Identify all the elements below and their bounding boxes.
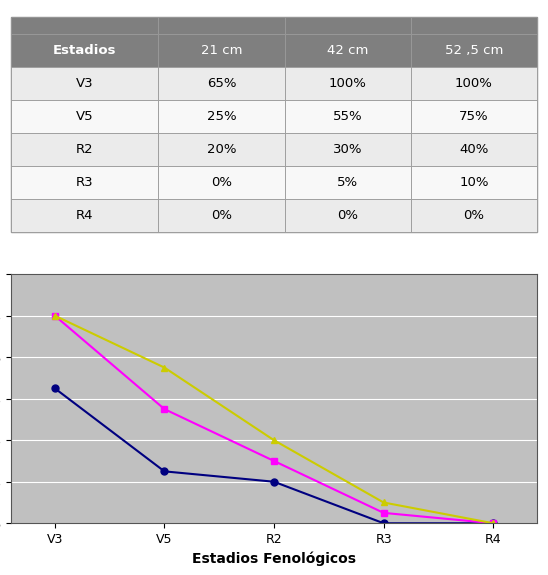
- Bar: [411, 100, 537, 133]
- Bar: [284, 166, 411, 200]
- Bar: [158, 17, 284, 34]
- Line: 42 cm: 42 cm: [52, 312, 496, 527]
- 21 cm: [490, 520, 496, 527]
- Text: V3: V3: [76, 77, 93, 90]
- Text: 0%: 0%: [211, 209, 232, 223]
- 21 cm: [161, 468, 168, 475]
- 21 cm: [271, 478, 277, 485]
- Bar: [284, 34, 411, 67]
- Bar: [411, 17, 537, 34]
- 52,5 cm: [490, 520, 496, 527]
- Text: 0%: 0%: [211, 176, 232, 189]
- Line: 52,5 cm: 52,5 cm: [52, 312, 496, 527]
- Bar: [11, 133, 158, 166]
- Text: 0%: 0%: [464, 209, 484, 223]
- Text: 30%: 30%: [333, 143, 362, 156]
- Bar: [11, 67, 158, 100]
- Bar: [284, 200, 411, 232]
- Bar: [158, 133, 284, 166]
- 42 cm: [52, 312, 58, 319]
- Bar: [158, 200, 284, 232]
- 21 cm: [380, 520, 387, 527]
- Text: 20%: 20%: [207, 143, 236, 156]
- Text: R4: R4: [76, 209, 93, 223]
- Bar: [158, 34, 284, 67]
- 21 cm: [52, 385, 58, 392]
- 52,5 cm: [161, 364, 168, 371]
- 42 cm: [380, 509, 387, 516]
- Bar: [11, 166, 158, 200]
- Text: 21 cm: 21 cm: [201, 44, 242, 57]
- Text: 42 cm: 42 cm: [327, 44, 368, 57]
- Text: 40%: 40%: [459, 143, 489, 156]
- Bar: [11, 100, 158, 133]
- Bar: [411, 166, 537, 200]
- Text: 5%: 5%: [337, 176, 358, 189]
- Bar: [411, 34, 537, 67]
- Bar: [11, 17, 158, 34]
- Text: Estadios: Estadios: [53, 44, 116, 57]
- Text: 75%: 75%: [459, 110, 489, 123]
- X-axis label: Estadios Fenológicos: Estadios Fenológicos: [192, 551, 356, 566]
- Bar: [11, 34, 158, 67]
- Bar: [158, 100, 284, 133]
- Text: V5: V5: [76, 110, 93, 123]
- 52,5 cm: [380, 499, 387, 506]
- Bar: [158, 166, 284, 200]
- 52,5 cm: [271, 437, 277, 444]
- Text: 0%: 0%: [337, 209, 358, 223]
- Text: R3: R3: [76, 176, 93, 189]
- Bar: [284, 133, 411, 166]
- Text: 10%: 10%: [459, 176, 489, 189]
- Bar: [284, 67, 411, 100]
- Bar: [411, 133, 537, 166]
- Bar: [411, 200, 537, 232]
- Line: 21 cm: 21 cm: [52, 385, 496, 527]
- 52,5 cm: [52, 312, 58, 319]
- Text: 25%: 25%: [207, 110, 236, 123]
- Text: 100%: 100%: [329, 77, 367, 90]
- 42 cm: [490, 520, 496, 527]
- Text: 52 ,5 cm: 52 ,5 cm: [445, 44, 503, 57]
- Text: 55%: 55%: [333, 110, 362, 123]
- Bar: [284, 17, 411, 34]
- Bar: [158, 67, 284, 100]
- Bar: [11, 200, 158, 232]
- Bar: [284, 100, 411, 133]
- 42 cm: [271, 458, 277, 465]
- Text: R2: R2: [76, 143, 93, 156]
- Bar: [411, 67, 537, 100]
- Text: 65%: 65%: [207, 77, 236, 90]
- Text: 100%: 100%: [455, 77, 493, 90]
- 42 cm: [161, 405, 168, 412]
